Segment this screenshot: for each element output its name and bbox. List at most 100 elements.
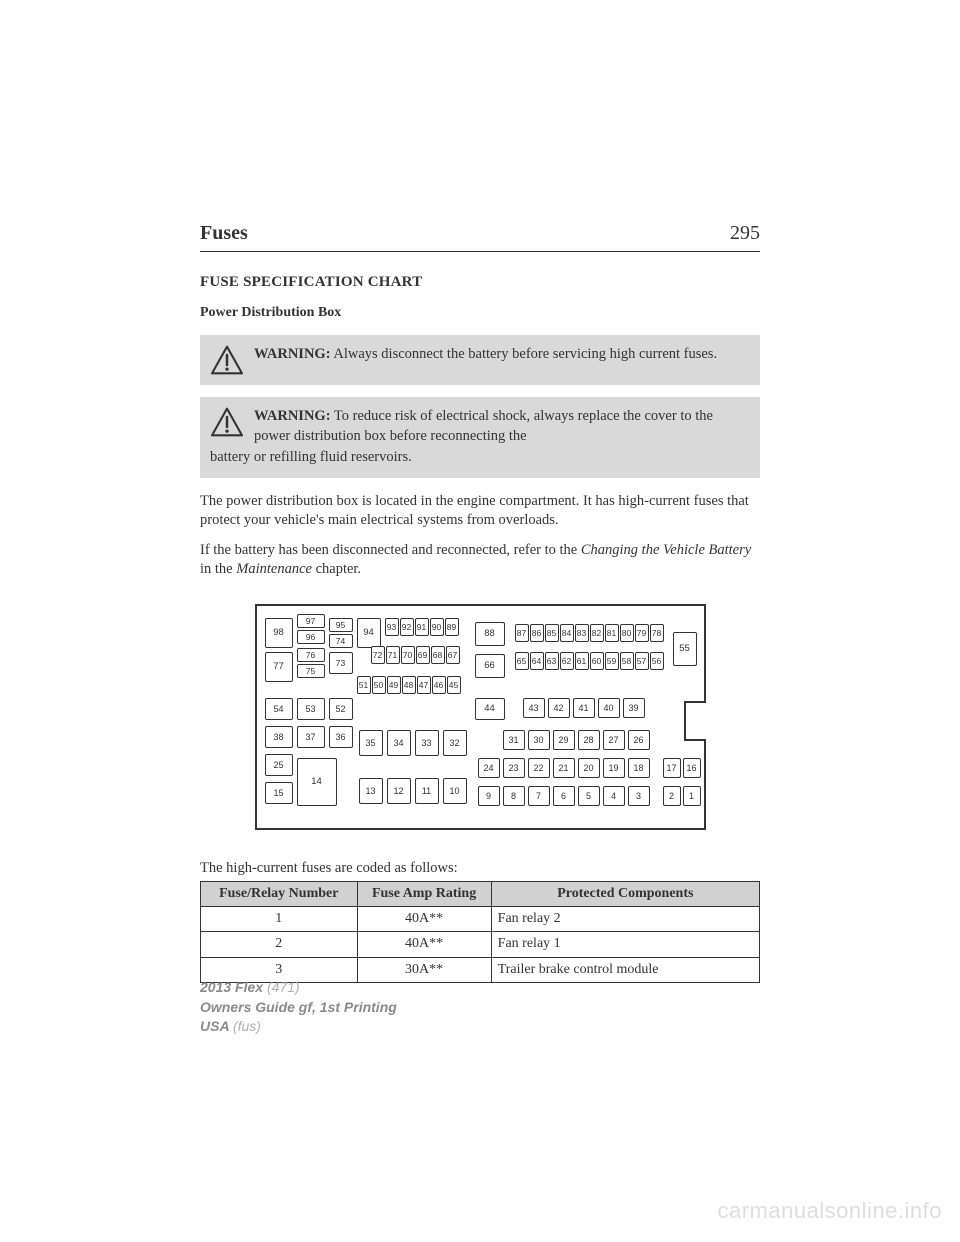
fuse-46: 46 (432, 676, 446, 694)
fuse-30: 30 (528, 730, 550, 750)
fuse-59: 59 (605, 652, 619, 670)
fuse-31: 31 (503, 730, 525, 750)
fuse-70: 70 (401, 646, 415, 664)
fuse-54: 54 (265, 698, 293, 720)
fuse-spec-table: Fuse/Relay Number Fuse Amp Rating Protec… (200, 881, 760, 983)
fuse-10: 10 (443, 778, 467, 804)
warning-icon (210, 407, 244, 437)
fuse-48: 48 (402, 676, 416, 694)
fuse-94: 94 (357, 618, 381, 648)
page: Fuses 2 95 FUSE SPECIFICATION CHART Power… (0, 0, 960, 1242)
fuse-17: 17 (663, 758, 681, 778)
subsection-title: Power Distribution Box (200, 305, 760, 321)
fuse-9: 9 (478, 786, 500, 806)
fuse-68: 68 (431, 646, 445, 664)
fuse-93: 93 (385, 618, 399, 636)
fuse-27: 27 (603, 730, 625, 750)
fuse-90: 90 (430, 618, 444, 636)
fuse-55: 55 (673, 632, 697, 666)
fuse-4: 4 (603, 786, 625, 806)
table-head: Fuse/Relay Number Fuse Amp Rating Protec… (201, 881, 760, 906)
fuse-63: 63 (545, 652, 559, 670)
fuse-77: 77 (265, 652, 293, 682)
fuse-64: 64 (530, 652, 544, 670)
warning-body: Always disconnect the battery before ser… (333, 346, 717, 362)
fuse-71: 71 (386, 646, 400, 664)
fuse-98: 98 (265, 618, 293, 648)
fuse-56: 56 (650, 652, 664, 670)
body-paragraph: The power distribution box is located in… (200, 492, 760, 531)
fuse-76: 76 (297, 648, 325, 662)
fuse-39: 39 (623, 698, 645, 718)
fuse-79: 79 (635, 624, 649, 642)
fuse-89: 89 (445, 618, 459, 636)
fuse-19: 19 (603, 758, 625, 778)
footer-guide: Owners Guide gf, 1st Printing (200, 998, 397, 1018)
table-header-row: Fuse/Relay Number Fuse Amp Rating Protec… (201, 881, 760, 906)
chapter-title: Fuses (200, 222, 248, 245)
fuse-83: 83 (575, 624, 589, 642)
table-caption: The high-current fuses are coded as foll… (200, 860, 760, 877)
warning-label: WARNING: (254, 346, 331, 362)
fuse-81: 81 (605, 624, 619, 642)
fuse-69: 69 (416, 646, 430, 664)
cell-component: Fan relay 2 (491, 907, 759, 932)
fuse-34: 34 (387, 730, 411, 756)
fuse-25: 25 (265, 754, 293, 776)
fuse-85: 85 (545, 624, 559, 642)
col-header: Fuse Amp Rating (357, 881, 491, 906)
warning-row: WARNING: To reduce risk of electrical sh… (210, 407, 748, 446)
fuse-84: 84 (560, 624, 574, 642)
warning-text: WARNING: Always disconnect the battery b… (254, 345, 717, 365)
fuse-97: 97 (297, 614, 325, 628)
fuse-53: 53 (297, 698, 325, 720)
fuse-74: 74 (329, 634, 353, 648)
fuse-72: 72 (371, 646, 385, 664)
table-row: 140A**Fan relay 2 (201, 907, 760, 932)
col-label: Protected Components (557, 886, 693, 901)
fuse-67: 67 (446, 646, 460, 664)
fuse-44: 44 (475, 698, 505, 720)
watermark: carmanualsonline.info (717, 1198, 942, 1224)
col-header: Protected Components (491, 881, 759, 906)
fuse-29: 29 (553, 730, 575, 750)
page-footer: 2013 Flex (471) Owners Guide gf, 1st Pri… (200, 978, 397, 1037)
warning-box: WARNING: To reduce risk of electrical sh… (200, 397, 760, 478)
fuse-95: 95 (329, 618, 353, 632)
fuse-2: 2 (663, 786, 681, 806)
fuse-20: 20 (578, 758, 600, 778)
fuse-33: 33 (415, 730, 439, 756)
warning-icon (210, 345, 244, 375)
para-text: chapter. (312, 561, 361, 577)
fuse-26: 26 (628, 730, 650, 750)
fuse-box-diagram: 9897969574947776757393929190897271706968… (253, 602, 708, 832)
fuse-47: 47 (417, 676, 431, 694)
fuse-49: 49 (387, 676, 401, 694)
fuse-73: 73 (329, 652, 353, 674)
cell-fuse-number: 1 (201, 907, 358, 932)
fuse-51: 51 (357, 676, 371, 694)
fuse-78: 78 (650, 624, 664, 642)
fuse-32: 32 (443, 730, 467, 756)
fuse-60: 60 (590, 652, 604, 670)
fuse-91: 91 (415, 618, 429, 636)
fuse-3: 3 (628, 786, 650, 806)
fuse-96: 96 (297, 630, 325, 644)
fuse-15: 15 (265, 782, 293, 804)
body-paragraph: If the battery has been disconnected and… (200, 541, 760, 580)
table-row: 240A**Fan relay 1 (201, 932, 760, 957)
footer-model-code: (471) (267, 979, 300, 995)
warning-label: WARNING: (254, 408, 331, 424)
footer-region: USA (fus) (200, 1017, 397, 1037)
section-title: FUSE SPECIFICATION CHART (200, 274, 760, 291)
fuse-11: 11 (415, 778, 439, 804)
fuse-16: 16 (683, 758, 701, 778)
fuse-82: 82 (590, 624, 604, 642)
fuse-52: 52 (329, 698, 353, 720)
fuse-21: 21 (553, 758, 575, 778)
cell-fuse-number: 2 (201, 932, 358, 957)
col-header: Fuse/Relay Number (201, 881, 358, 906)
fuse-37: 37 (297, 726, 325, 748)
para-italic: Changing the Vehicle Battery (581, 542, 751, 558)
fuse-14: 14 (297, 758, 337, 806)
